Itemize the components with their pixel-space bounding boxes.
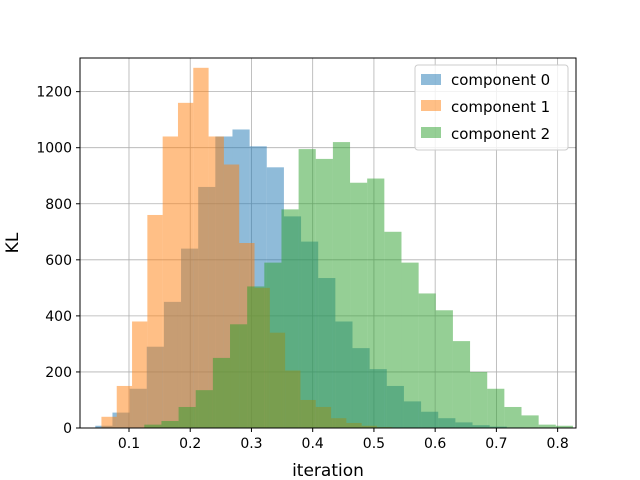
y-tick-label: 1200 [36, 85, 72, 101]
legend: component 0 component 1 component 2 [414, 64, 569, 151]
legend-swatch-component-2 [421, 127, 441, 138]
histogram-bar [162, 136, 178, 428]
x-tick-label: 0.1 [118, 436, 140, 452]
y-tick-label: 600 [45, 253, 72, 269]
y-tick-label: 0 [63, 421, 72, 437]
y-tick-label: 1000 [36, 141, 72, 157]
legend-frame [414, 64, 569, 151]
histogram-bar [178, 406, 196, 428]
y-tick-label: 800 [45, 197, 72, 213]
histogram-bar [247, 286, 265, 428]
x-tick-label: 0.4 [302, 436, 324, 452]
histogram-bar [298, 149, 316, 428]
histogram-bar [161, 420, 179, 428]
x-tick-label: 0.6 [424, 436, 446, 452]
histogram-bar [470, 371, 488, 428]
x-tick-label: 0.2 [179, 436, 201, 452]
y-axis-ticks: 0 200 400 600 800 1000 1200 [36, 85, 80, 437]
x-tick-label: 0.3 [240, 436, 262, 452]
histogram-bar [144, 424, 162, 428]
histogram-bar [193, 67, 209, 428]
x-tick-label: 0.8 [546, 436, 568, 452]
histogram-bar [504, 406, 522, 428]
histogram-bar [208, 136, 224, 428]
x-axis-label: iteration [292, 461, 364, 480]
histogram-bar [264, 262, 282, 428]
histogram-bar [418, 293, 436, 428]
legend-label-component-0: component 0 [451, 71, 550, 89]
x-tick-label: 0.5 [363, 436, 385, 452]
histogram-bar [452, 341, 471, 428]
legend-label-component-1: component 1 [451, 98, 550, 116]
x-axis-ticks: 0.1 0.2 0.3 0.4 0.5 0.6 0.7 0.8 [118, 428, 569, 452]
histogram-bars [95, 67, 573, 429]
y-tick-label: 400 [45, 309, 72, 325]
histogram-bar [101, 416, 117, 428]
histogram-bar [281, 209, 299, 428]
histogram-bar [401, 262, 419, 428]
histogram-bar [116, 385, 133, 428]
legend-swatch-component-1 [421, 100, 441, 111]
histogram-bar [132, 321, 148, 428]
histogram-bar [332, 142, 351, 428]
histogram-bar [384, 231, 402, 428]
y-axis-label: KL [3, 232, 23, 253]
histogram-bar [147, 214, 163, 428]
histogram-bar [350, 182, 368, 428]
x-tick-label: 0.7 [485, 436, 507, 452]
histogram-bar [521, 415, 539, 428]
histogram-bar [487, 388, 505, 428]
histogram-bar [315, 158, 333, 428]
histogram-bar [230, 324, 248, 428]
axes-frame [79, 57, 577, 429]
legend-swatch-component-0 [421, 74, 441, 85]
histogram-bar [555, 425, 573, 428]
histogram-bar [195, 390, 213, 428]
histogram-bar [212, 357, 231, 428]
histogram-bar [538, 424, 556, 428]
series-2-bars [144, 142, 573, 428]
histogram-bar [367, 178, 385, 428]
histogram-bar [435, 310, 453, 428]
legend-label-component-2: component 2 [451, 125, 550, 143]
histogram-bar [177, 102, 194, 429]
y-tick-label: 200 [45, 365, 72, 381]
